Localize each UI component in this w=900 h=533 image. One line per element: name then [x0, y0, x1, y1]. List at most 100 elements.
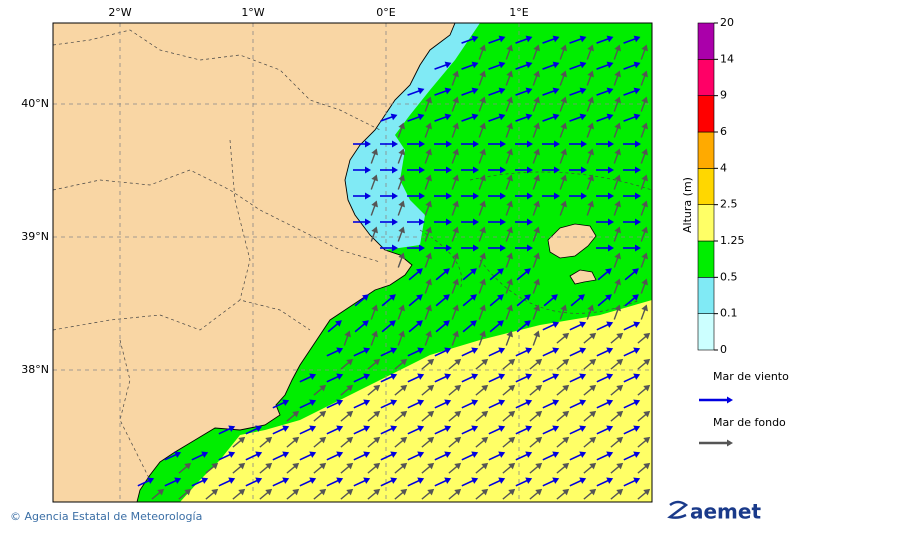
arrow-head — [392, 166, 398, 174]
wind-wave-arrow — [461, 425, 479, 435]
arrow-head — [392, 244, 398, 252]
arrow-head — [560, 174, 567, 182]
arrow-head — [470, 268, 477, 275]
wind-wave-arrow — [488, 451, 506, 461]
wind-wave-arrow — [596, 425, 614, 435]
wind-wave-arrow — [380, 244, 398, 252]
arrow-head — [554, 192, 560, 200]
arrow-head — [579, 451, 587, 458]
arrow-head — [524, 268, 531, 275]
swell-arrow — [637, 462, 651, 474]
swell-arrow — [586, 200, 594, 216]
arrow-head — [228, 451, 236, 458]
arrow-head — [336, 425, 344, 432]
wind-wave-arrow — [434, 140, 452, 148]
arrow-head — [417, 113, 425, 121]
arrow-head — [346, 462, 354, 470]
swell-arrow — [394, 488, 408, 500]
arrow-head — [552, 35, 560, 43]
swell-arrow — [313, 488, 327, 500]
wind-wave-arrow — [596, 373, 614, 383]
arrow-head — [498, 451, 506, 458]
arrow-head — [425, 122, 432, 130]
swell-arrow — [559, 174, 567, 190]
swell-arrow — [613, 174, 621, 190]
arrow-head — [616, 462, 624, 470]
arrow-head — [525, 399, 533, 406]
wind-wave-arrow — [488, 192, 506, 200]
wind-wave-arrow — [569, 477, 587, 487]
arrow-head — [616, 410, 624, 418]
swell-arrow — [178, 488, 192, 500]
arrow-head — [319, 462, 327, 470]
swell-arrow — [478, 226, 486, 242]
border — [53, 169, 381, 263]
wind-wave-arrow — [542, 35, 560, 44]
arrow-head — [635, 244, 641, 252]
arrow-head — [616, 332, 624, 340]
wind-wave-arrow — [623, 373, 641, 383]
arrow-head — [390, 113, 398, 121]
wind-wave-arrow — [380, 113, 398, 122]
arrow-head — [479, 96, 486, 104]
arrow-head — [389, 320, 396, 327]
colorbar-segment — [697, 240, 715, 278]
swell-arrow — [505, 44, 513, 60]
arrow-head — [336, 347, 344, 354]
wind-wave-arrow — [435, 320, 450, 333]
arrow-head — [616, 358, 624, 366]
wind-wave-arrow — [624, 294, 639, 307]
arrow-head — [525, 61, 533, 69]
arrow-head — [560, 304, 567, 312]
swell-arrow — [397, 200, 405, 216]
arrow-head — [479, 148, 486, 156]
arrow-head — [506, 252, 513, 260]
swell-arrow — [556, 332, 570, 344]
swell-arrow — [640, 278, 648, 294]
swell-arrow — [610, 488, 624, 500]
wind-wave-arrow — [488, 373, 506, 383]
arrow-head — [319, 436, 327, 444]
arrow-head — [533, 278, 540, 286]
swell-arrow — [424, 330, 432, 346]
wind-wave-arrow — [434, 87, 452, 96]
arrow-head — [525, 347, 533, 354]
wind-wave-arrow — [326, 477, 344, 487]
wind-wave-arrow — [461, 399, 479, 409]
swell-arrow — [613, 252, 621, 268]
arrow-head — [416, 320, 423, 327]
arrow-head — [498, 425, 506, 432]
arrow-head — [336, 451, 344, 458]
arrow-head — [643, 488, 651, 496]
arrow-head — [506, 226, 513, 234]
arrow-head — [508, 462, 516, 470]
arrow-head — [581, 166, 587, 174]
arrow-head — [417, 425, 425, 432]
arrow-head — [506, 148, 513, 156]
swell-arrow — [640, 122, 648, 138]
wind-wave-arrow — [596, 477, 614, 487]
arrow-head — [292, 410, 300, 418]
arrow-head — [552, 399, 560, 406]
swell-arrow — [586, 96, 594, 112]
wind-wave-arrow — [597, 294, 612, 307]
swell-arrow — [586, 44, 594, 60]
arrow-head — [535, 462, 543, 470]
wind-wave-arrow — [461, 218, 479, 226]
arrow-head — [643, 436, 651, 444]
wind-wave-arrow — [542, 87, 560, 96]
arrow-head — [174, 451, 182, 458]
swell-arrow — [640, 96, 648, 112]
arrow-head — [425, 148, 432, 156]
swell-arrow — [313, 384, 327, 396]
wind-wave-arrow — [299, 425, 317, 435]
wind-wave-arrow — [353, 399, 371, 409]
logo-text: aemet — [690, 500, 761, 524]
arrow-head — [641, 122, 648, 130]
arrow-head — [479, 70, 486, 78]
wind-wave-arrow — [461, 192, 479, 200]
arrow-head — [373, 436, 381, 444]
arrow-head — [454, 462, 462, 470]
arrow-head — [587, 70, 594, 78]
